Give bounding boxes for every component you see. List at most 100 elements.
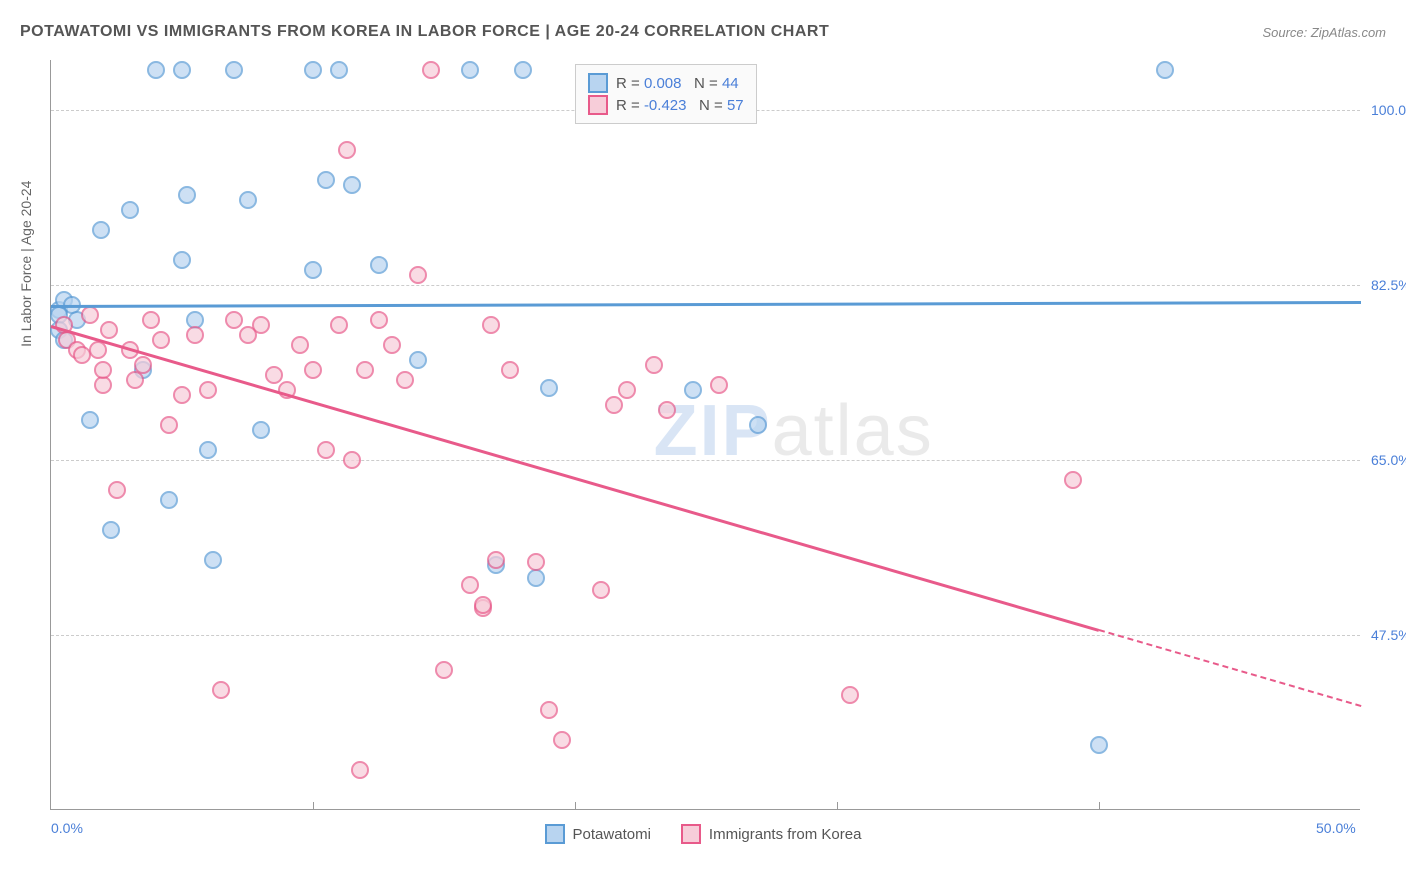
data-point: [841, 686, 859, 704]
data-point: [173, 61, 191, 79]
trend-line: [1099, 629, 1362, 707]
bottom-legend-item: Potawatomi: [545, 824, 651, 844]
legend-swatch: [588, 95, 608, 115]
stats-legend: R = 0.008 N = 44 R = -0.423 N = 57: [575, 64, 757, 124]
data-point: [81, 411, 99, 429]
data-point: [121, 201, 139, 219]
data-point: [461, 61, 479, 79]
data-point: [304, 361, 322, 379]
source-label: Source: ZipAtlas.com: [1262, 25, 1386, 40]
bottom-legend-label: Immigrants from Korea: [709, 826, 862, 843]
data-point: [684, 381, 702, 399]
data-point: [178, 186, 196, 204]
data-point: [330, 316, 348, 334]
data-point: [658, 401, 676, 419]
x-minor-tick: [837, 802, 838, 810]
data-point: [605, 396, 623, 414]
data-point: [204, 551, 222, 569]
data-point: [383, 336, 401, 354]
data-point: [239, 191, 257, 209]
data-point: [108, 481, 126, 499]
data-point: [225, 311, 243, 329]
data-point: [265, 366, 283, 384]
data-point: [343, 176, 361, 194]
gridline-horizontal: [51, 460, 1360, 461]
data-point: [317, 441, 335, 459]
data-point: [351, 761, 369, 779]
data-point: [592, 581, 610, 599]
data-point: [160, 491, 178, 509]
data-point: [102, 521, 120, 539]
data-point: [81, 306, 99, 324]
bottom-legend-item: Immigrants from Korea: [681, 824, 862, 844]
data-point: [291, 336, 309, 354]
data-point: [152, 331, 170, 349]
data-point: [461, 576, 479, 594]
data-point: [749, 416, 767, 434]
stats-legend-row: R = -0.423 N = 57: [588, 95, 744, 115]
plot-area: 47.5%65.0%82.5%100.0%0.0%50.0%ZIPatlasR …: [50, 60, 1360, 810]
data-point: [199, 441, 217, 459]
stats-text: R = -0.423 N = 57: [616, 97, 744, 114]
data-point: [212, 681, 230, 699]
data-point: [710, 376, 728, 394]
data-point: [94, 361, 112, 379]
legend-swatch: [545, 824, 565, 844]
chart-title: POTAWATOMI VS IMMIGRANTS FROM KOREA IN L…: [20, 23, 829, 41]
bottom-legend: Potawatomi Immigrants from Korea: [0, 824, 1406, 844]
data-point: [100, 321, 118, 339]
data-point: [142, 311, 160, 329]
data-point: [370, 256, 388, 274]
data-point: [173, 251, 191, 269]
data-point: [396, 371, 414, 389]
data-point: [501, 361, 519, 379]
trend-line: [51, 325, 1100, 632]
legend-swatch: [588, 73, 608, 93]
data-point: [1156, 61, 1174, 79]
data-point: [225, 61, 243, 79]
x-minor-tick: [575, 802, 576, 810]
stats-text: R = 0.008 N = 44: [616, 75, 739, 92]
data-point: [317, 171, 335, 189]
data-point: [134, 356, 152, 374]
y-tick-label: 100.0%: [1371, 102, 1406, 118]
trend-line: [51, 301, 1361, 308]
gridline-horizontal: [51, 285, 1360, 286]
data-point: [618, 381, 636, 399]
data-point: [304, 61, 322, 79]
data-point: [199, 381, 217, 399]
y-tick-label: 47.5%: [1371, 627, 1406, 643]
data-point: [92, 221, 110, 239]
data-point: [540, 379, 558, 397]
y-tick-label: 82.5%: [1371, 277, 1406, 293]
data-point: [409, 266, 427, 284]
data-point: [474, 596, 492, 614]
data-point: [435, 661, 453, 679]
data-point: [252, 421, 270, 439]
data-point: [304, 261, 322, 279]
data-point: [487, 551, 505, 569]
x-minor-tick: [1099, 802, 1100, 810]
data-point: [553, 731, 571, 749]
data-point: [409, 351, 427, 369]
y-axis-label: In Labor Force | Age 20-24: [18, 181, 34, 347]
data-point: [356, 361, 374, 379]
data-point: [1064, 471, 1082, 489]
data-point: [422, 61, 440, 79]
data-point: [330, 61, 348, 79]
y-tick-label: 65.0%: [1371, 452, 1406, 468]
data-point: [540, 701, 558, 719]
data-point: [527, 553, 545, 571]
data-point: [186, 326, 204, 344]
data-point: [343, 451, 361, 469]
stats-legend-row: R = 0.008 N = 44: [588, 73, 744, 93]
data-point: [252, 316, 270, 334]
data-point: [482, 316, 500, 334]
data-point: [160, 416, 178, 434]
gridline-horizontal: [51, 635, 1360, 636]
x-minor-tick: [313, 802, 314, 810]
data-point: [1090, 736, 1108, 754]
data-point: [514, 61, 532, 79]
data-point: [527, 569, 545, 587]
bottom-legend-label: Potawatomi: [573, 826, 651, 843]
